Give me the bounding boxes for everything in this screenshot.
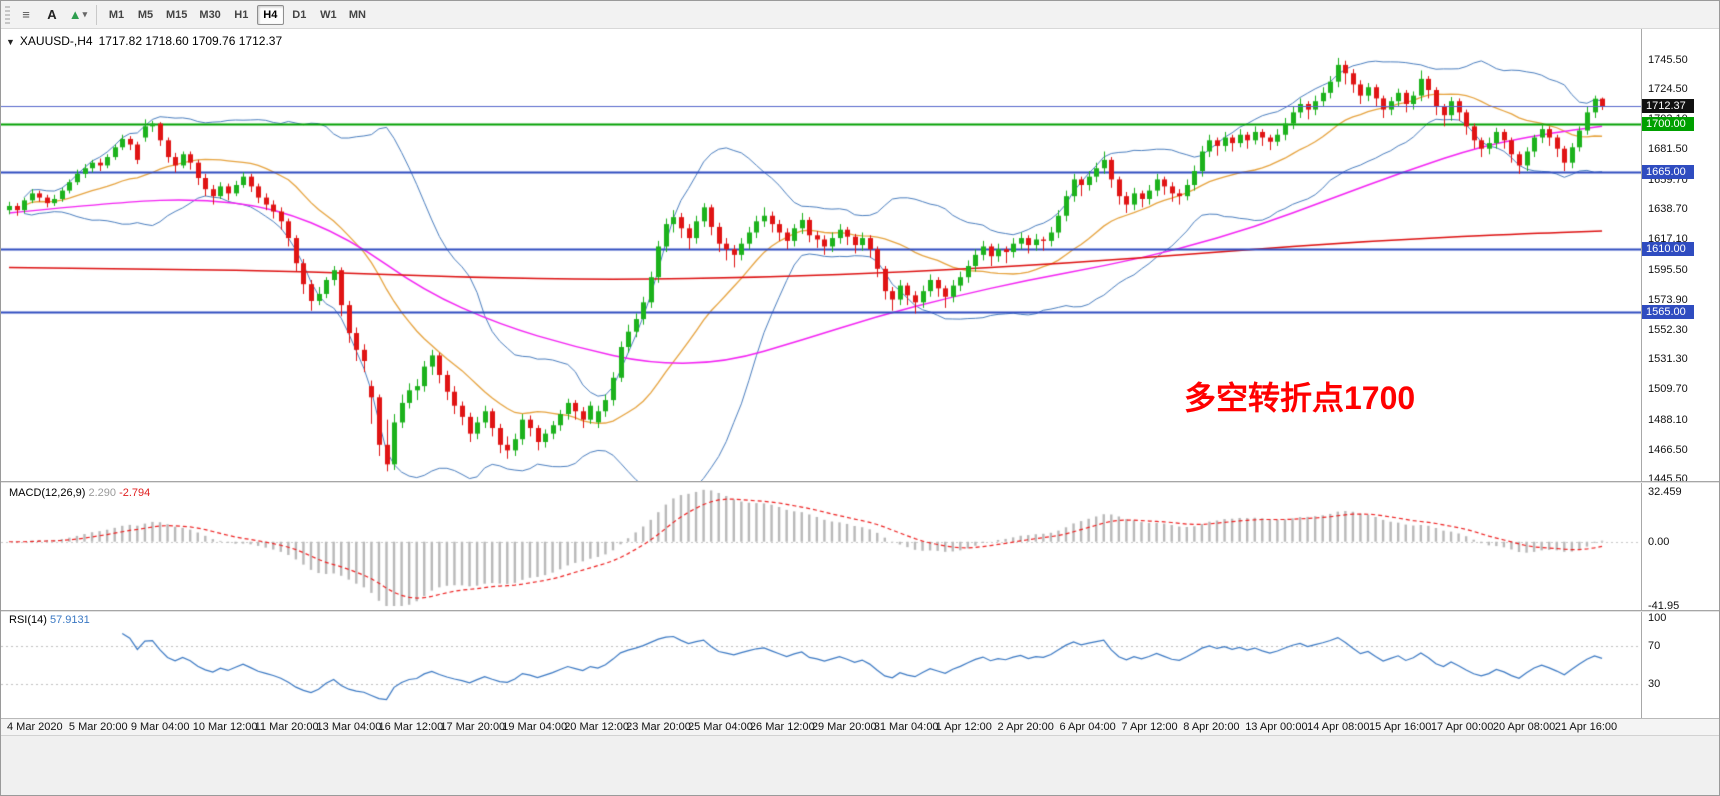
timeframe-w1-button[interactable]: W1 [320,8,337,21]
time-label: 13 Mar 04:00 [316,721,382,733]
timeframe-buttons: M1 M5 M15 M30 H1 H4 D1 W1 MN [103,4,371,25]
price-scale[interactable]: 1745.501724.501703.101681.501659.701638.… [1641,29,1719,718]
time-label: 17 Mar 20:00 [440,721,506,733]
price-scale-label: 1638.70 [1648,203,1688,216]
price-scale-label: 1531.30 [1648,353,1688,366]
price-scale-label: 1509.70 [1648,383,1688,396]
macd-indicator-name: MACD(12,26,9) [9,487,86,499]
text-tool-button[interactable]: A [40,4,64,26]
symbol-header: ▼ XAUUSD-,H4 1717.82 1718.60 1709.76 1712.… [6,34,282,48]
shapes-tool-button[interactable]: ▲ ▾ [66,4,90,26]
rsi-label: RSI(14) 57.9131 [9,614,90,626]
text-tool-icon: A [47,7,57,22]
price-scale-label: 1488.10 [1648,413,1688,426]
dropdown-caret-icon: ▾ [82,9,88,19]
price-marker-1565.00: 1565.00 [1642,305,1694,320]
timeframe-m5-button[interactable]: M5 [137,8,154,21]
shapes-tool-icon: ▲ [68,7,82,22]
time-label: 23 Mar 20:00 [626,721,691,733]
chart-annotation[interactable]: 多空转折点1700 [1184,380,1416,416]
rsi-scale-label: 30 [1648,677,1661,690]
panel-splitter-rsi[interactable] [1,610,1719,612]
time-label: 2 Apr 20:00 [997,721,1054,733]
toolbar: ≡ A ▲ ▾ M1 M5 M15 M30 H1 H4 D1 W1 MN [1,1,1719,29]
rsi-scale-label: 70 [1648,640,1661,653]
price-marker-1712.37: 1712.37 [1642,99,1694,114]
timeframe-m1-button[interactable]: M1 [108,8,125,21]
ohlc-readout: 1717.82 1718.60 1709.76 1712.37 [98,34,283,48]
macd-signal-value: -2.794 [119,487,151,499]
price-scale-label: 1445.50 [1648,473,1688,486]
drawing-tools: ≡ A ▲ ▾ [14,4,90,26]
price-scale-label: 1595.50 [1648,263,1688,276]
price-scale-label: 1466.50 [1648,443,1688,456]
timeframe-d1-button[interactable]: D1 [292,8,307,21]
macd-main-value: 2.290 [88,487,117,499]
price-scale-label: 1573.90 [1648,293,1688,306]
panel-splitter-macd[interactable] [1,481,1719,483]
line-studies-icon: ≡ [22,7,30,22]
price-scale-label: 1745.50 [1648,54,1688,66]
time-label: 17 Apr 00:00 [1430,721,1494,733]
time-axis[interactable]: 4 Mar 2020 5 Mar 20:00 9 Mar 04:00 10 Mar 1… [1,718,1719,735]
time-label: 26 Mar 12:00 [749,721,815,733]
time-label: 6 Apr 04:00 [1059,721,1116,733]
main-chart-canvas[interactable] [1,29,1641,482]
price-scale-label: 1681.50 [1648,143,1688,156]
time-label: 20 Apr 08:00 [1492,721,1556,733]
price-marker-1610.00: 1610.00 [1642,242,1694,257]
time-label: 13 Apr 00:00 [1245,721,1308,733]
timeframe-m30-button[interactable]: M30 [199,8,221,21]
timeframe-h1-button[interactable]: H1 [234,8,249,21]
time-label: 11 Mar 20:00 [254,721,319,733]
price-marker-1700.00: 1700.00 [1642,116,1694,131]
time-label: 8 Apr 20:00 [1183,721,1240,733]
macd-canvas[interactable] [1,484,1641,610]
time-label: 7 Apr 12:00 [1121,721,1178,733]
time-label: 29 Mar 20:00 [811,721,877,733]
time-label: 20 Mar 12:00 [564,721,630,733]
time-label: 5 Mar 20:00 [68,721,128,733]
time-label: 4 Mar 2020 [7,721,63,733]
one-click-collapse-icon[interactable]: ▼ [6,37,15,47]
timeframe-h4-button[interactable]: H4 [256,4,284,25]
time-label: 15 Apr 16:00 [1369,721,1432,733]
time-label: 25 Mar 04:00 [688,721,753,733]
time-label: 10 Mar 12:00 [192,721,258,733]
macd-scale-label: 0.00 [1648,535,1670,548]
macd-scale-label: -41.95 [1648,599,1680,612]
macd-scale-label: 32.459 [1648,486,1682,498]
price-scale-label: 1552.30 [1648,323,1688,336]
timeframe-mn-button[interactable]: MN [348,8,366,21]
status-area [1,735,1719,795]
rsi-scale-label: 100 [1648,612,1667,624]
timeframe-m15-button[interactable]: M15 [166,8,188,21]
macd-label: MACD(12,26,9) 2.290 -2.794 [9,487,150,499]
rsi-indicator-name: RSI(14) [9,614,47,626]
rsi-value: 57.9131 [49,614,90,626]
time-label: 21 Apr 16:00 [1554,721,1618,733]
time-label: 1 Apr 12:00 [935,721,992,733]
price-scale-label: 1724.50 [1648,83,1688,96]
toolbar-separator [96,4,97,25]
time-label: 9 Mar 04:00 [130,721,190,733]
time-label: 19 Mar 04:00 [502,721,568,733]
rsi-canvas[interactable] [1,612,1641,718]
price-marker-1665.00: 1665.00 [1642,165,1694,180]
symbol-title: XAUUSD-,H4 [19,34,93,48]
time-label: 14 Apr 08:00 [1307,721,1370,733]
toolbar-grip[interactable] [5,5,10,24]
time-label: 31 Mar 04:00 [873,721,939,733]
line-studies-button[interactable]: ≡ [14,4,38,26]
time-label: 16 Mar 12:00 [378,721,444,733]
